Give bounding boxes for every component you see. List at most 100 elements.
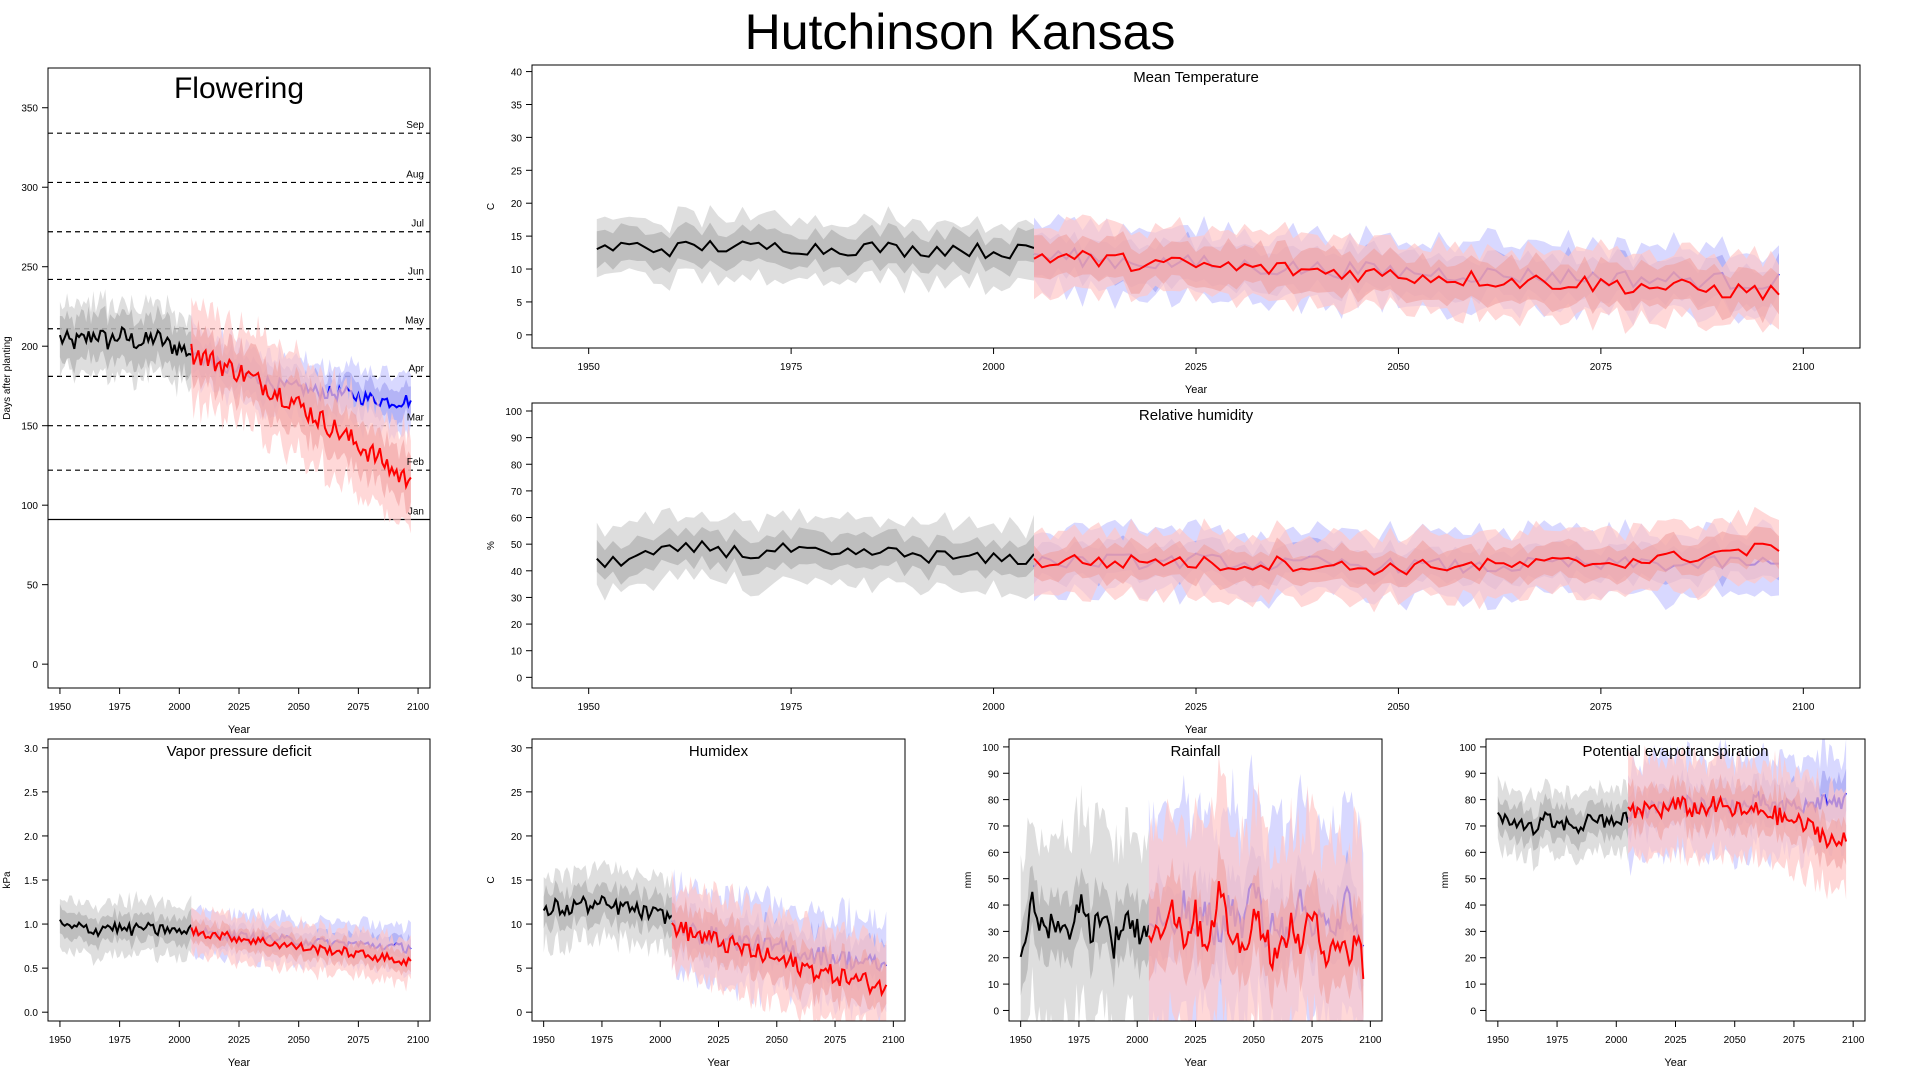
mean-temperature-data xyxy=(596,205,1780,334)
vapor-pressure-deficit-ylabel: kPa xyxy=(2,871,13,889)
rainfall-ytick-label-9: 90 xyxy=(988,769,1000,780)
humidex-ytick-label-4: 20 xyxy=(511,832,523,843)
humidex-series-2-inner-band xyxy=(671,896,887,1014)
humidex-series-0-line xyxy=(542,894,673,924)
potential-evapotranspiration-xtick-label-2075: 2075 xyxy=(1783,1035,1806,1046)
relative-humidity-ytick-label-2: 20 xyxy=(511,620,523,631)
humidex-xtick-label-1950: 1950 xyxy=(533,1035,556,1046)
mean-temperature-ytick-label-3: 15 xyxy=(511,232,523,243)
potential-evapotranspiration-xtick-label-2000: 2000 xyxy=(1605,1035,1628,1046)
vapor-pressure-deficit-title: Vapor pressure deficit xyxy=(167,743,313,760)
mean-temperature-ytick-label-4: 20 xyxy=(511,199,523,210)
potential-evapotranspiration-xlabel: Year xyxy=(1664,1057,1687,1069)
mean-temperature-xtick-label-2000: 2000 xyxy=(982,362,1005,373)
flowering-ylabel: Days after planting xyxy=(2,336,13,419)
relative-humidity-xtick-label-1950: 1950 xyxy=(578,702,601,713)
rainfall-ytick-label-4: 40 xyxy=(988,901,1000,912)
mean-temperature-series-0-line xyxy=(596,239,1035,260)
humidex-ytick-label-1: 5 xyxy=(516,964,522,975)
relative-humidity-ytick-label-7: 70 xyxy=(511,487,523,498)
mean-temperature-xtick-label-2100: 2100 xyxy=(1792,362,1815,373)
relative-humidity-ytick-label-3: 30 xyxy=(511,593,523,604)
relative-humidity-series-0-line xyxy=(596,539,1035,569)
rainfall-ytick-label-2: 20 xyxy=(988,954,1000,965)
potential-evapotranspiration-series-2-line xyxy=(1627,794,1848,850)
rainfall-ytick-label-7: 70 xyxy=(988,822,1000,833)
month-label-jan: Jan xyxy=(408,506,424,517)
flowering-title: Flowering xyxy=(174,72,304,105)
humidex-data xyxy=(542,859,888,1021)
humidex-title: Humidex xyxy=(689,743,749,760)
mean-temperature-ytick-label-5: 25 xyxy=(511,166,523,177)
flowering-ytick-label-0: 0 xyxy=(32,660,38,671)
vapor-pressure-deficit-xtick-label-2000: 2000 xyxy=(168,1035,191,1046)
humidex-xtick-label-2100: 2100 xyxy=(882,1035,905,1046)
vapor-pressure-deficit-series-2-line xyxy=(190,925,412,968)
vapor-pressure-deficit-ytick-label-1: 0.5 xyxy=(24,964,38,975)
rainfall-ytick-label-8: 80 xyxy=(988,796,1000,807)
month-label-feb: Feb xyxy=(407,457,425,468)
mean-temperature-xtick-label-1975: 1975 xyxy=(780,362,803,373)
humidex-ylabel: C xyxy=(486,876,497,883)
chart-flowering: Sep Aug Jul Jun May Apr Mar Feb Jan Flowering 1950… xyxy=(2,67,431,736)
month-label-mar: Mar xyxy=(407,413,425,424)
mean-temperature-xtick-label-2025: 2025 xyxy=(1185,362,1208,373)
potential-evapotranspiration-ytick-label-2: 20 xyxy=(1465,954,1477,965)
vapor-pressure-deficit-ytick-label-5: 2.5 xyxy=(24,788,38,799)
relative-humidity-series-0-inner-band xyxy=(596,527,1034,585)
mean-temperature-ytick-label-7: 35 xyxy=(511,100,523,111)
flowering-xtick-label-1975: 1975 xyxy=(109,702,132,713)
flowering-ytick-label-4: 200 xyxy=(21,342,38,353)
relative-humidity-ytick-label-10: 100 xyxy=(505,407,522,418)
mean-temperature-xtick-label-2050: 2050 xyxy=(1387,362,1410,373)
relative-humidity-ytick-label-4: 40 xyxy=(511,567,523,578)
humidex-xlabel: Year xyxy=(707,1057,730,1069)
potential-evapotranspiration-ytick-label-10: 100 xyxy=(1459,743,1476,754)
flowering-xtick-label-2025: 2025 xyxy=(228,702,251,713)
mean-temperature-ylabel: C xyxy=(486,203,497,210)
rainfall-xtick-label-2100: 2100 xyxy=(1359,1035,1382,1046)
relative-humidity-xtick-label-2100: 2100 xyxy=(1792,702,1815,713)
vapor-pressure-deficit-xtick-label-2100: 2100 xyxy=(407,1035,430,1046)
month-label-aug: Aug xyxy=(406,169,424,180)
vapor-pressure-deficit-ytick-label-0: 0.0 xyxy=(24,1008,38,1019)
vapor-pressure-deficit-plot: Vapor pressure deficit 1950 1975 2000 2025 20… xyxy=(2,738,431,1069)
potential-evapotranspiration-ytick-label-6: 60 xyxy=(1465,848,1477,859)
rainfall-title: Rainfall xyxy=(1170,743,1220,760)
relative-humidity-series-2-line xyxy=(1033,542,1780,576)
vapor-pressure-deficit-xtick-label-1975: 1975 xyxy=(109,1035,132,1046)
potential-evapotranspiration-data xyxy=(1496,739,1848,900)
flowering-ytick-label-1: 50 xyxy=(27,581,39,592)
flowering-ytick-label-5: 250 xyxy=(21,263,38,274)
page-title: Hutchinson Kansas xyxy=(744,4,1176,60)
humidex-ytick-label-5: 25 xyxy=(511,788,523,799)
flowering-xtick-label-1950: 1950 xyxy=(49,702,72,713)
mean-temperature-title: Mean Temperature xyxy=(1133,69,1259,86)
relative-humidity-xtick-label-2075: 2075 xyxy=(1590,702,1613,713)
rainfall-xlabel: Year xyxy=(1184,1057,1207,1069)
relative-humidity-ytick-label-9: 90 xyxy=(511,434,523,445)
vapor-pressure-deficit-xtick-label-2075: 2075 xyxy=(347,1035,370,1046)
relative-humidity-xtick-label-1975: 1975 xyxy=(780,702,803,713)
vapor-pressure-deficit-series-0-line xyxy=(59,919,193,939)
vapor-pressure-deficit-xlabel: Year xyxy=(228,1057,251,1069)
mean-temperature-series-0-inner-band xyxy=(596,221,1034,277)
chart-vapor-pressure-deficit: Vapor pressure deficit 1950 1975 2000 2025 20… xyxy=(2,738,431,1069)
rainfall-data xyxy=(1019,754,1365,1021)
potential-evapotranspiration-xtick-label-1975: 1975 xyxy=(1546,1035,1569,1046)
flowering-xtick-label-2075: 2075 xyxy=(347,702,370,713)
relative-humidity-xlabel: Year xyxy=(1185,724,1208,736)
relative-humidity-xtick-label-2000: 2000 xyxy=(982,702,1005,713)
rainfall-xtick-label-1950: 1950 xyxy=(1010,1035,1033,1046)
potential-evapotranspiration-ytick-label-7: 70 xyxy=(1465,822,1477,833)
mean-temperature-ytick-label-2: 10 xyxy=(511,265,523,276)
potential-evapotranspiration-xtick-label-2050: 2050 xyxy=(1724,1035,1747,1046)
relative-humidity-series-2-inner-band xyxy=(1034,526,1779,593)
relative-humidity-data xyxy=(596,506,1780,613)
month-label-apr: Apr xyxy=(408,363,424,374)
vapor-pressure-deficit-ytick-label-3: 1.5 xyxy=(24,876,38,887)
